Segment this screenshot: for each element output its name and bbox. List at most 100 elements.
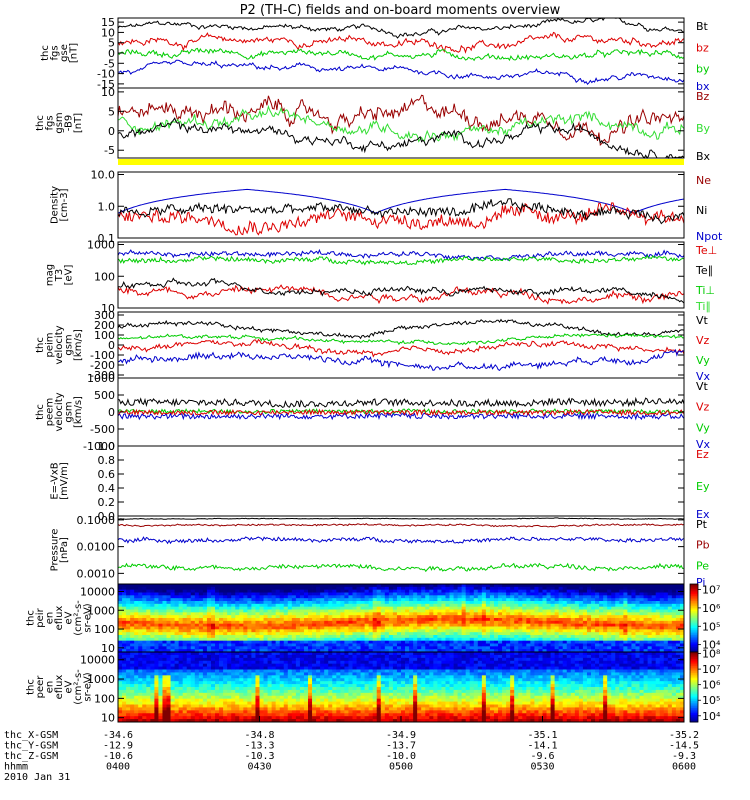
spectrogram-cell <box>441 632 446 636</box>
spectrogram-cell <box>356 635 361 639</box>
spectrogram-cell <box>223 713 228 717</box>
spectrogram-cell <box>558 606 564 610</box>
spectrogram-cell <box>582 601 588 605</box>
spectrogram-cell <box>126 707 131 711</box>
spectrogram-cell <box>518 592 523 596</box>
spectrogram-cell <box>392 609 398 613</box>
spectrogram-cell <box>178 672 184 676</box>
spectrogram-cell <box>186 609 192 613</box>
spectrogram-cell <box>603 629 608 633</box>
spectrogram-cell <box>223 654 228 659</box>
spectrogram-cell <box>550 649 556 653</box>
spectrogram-cell <box>514 601 519 605</box>
spectrogram-cell <box>550 586 556 591</box>
spectrogram-cell <box>287 719 293 723</box>
spectrogram-cell <box>118 681 123 685</box>
spectrogram-cell <box>352 620 357 625</box>
spectrogram-cell <box>586 635 592 639</box>
spectrogram-cell <box>223 635 228 639</box>
spectrogram-cell <box>643 592 649 596</box>
spectrogram-cell <box>320 687 325 691</box>
spectrogram-cell <box>134 637 139 642</box>
spectrogram-cell <box>574 603 580 608</box>
spectrogram-cell <box>162 704 167 708</box>
spectrogram-cell <box>308 695 313 700</box>
spectrogram-cell <box>219 684 224 688</box>
spectrogram-cell <box>510 615 515 619</box>
spectrogram-cell <box>271 640 277 644</box>
spectrogram-cell <box>263 719 268 723</box>
spectrogram-cell <box>364 643 370 647</box>
spectrogram-cell <box>619 603 624 608</box>
spectrogram-cell <box>518 635 523 639</box>
spectrogram-cell <box>647 586 653 591</box>
spectrogram-cell <box>190 643 196 647</box>
spectrogram-cell <box>299 626 305 630</box>
spectrogram-cell <box>562 615 568 619</box>
spectrogram-cell <box>603 609 608 613</box>
spectrogram-cell <box>251 716 256 720</box>
spectrogram-cell <box>182 701 188 705</box>
spectrogram-cell <box>182 663 188 667</box>
spectrogram-cell <box>328 618 333 622</box>
spectrogram-cell <box>437 623 442 627</box>
spectrogram-cell <box>667 586 673 591</box>
spectrogram-cell <box>174 652 180 656</box>
spectrogram-cell <box>445 584 450 588</box>
spectrogram-cell <box>332 595 337 599</box>
spectrogram-cell <box>586 598 592 602</box>
spectrogram-cell <box>344 586 349 591</box>
spectrogram-cell <box>328 592 333 596</box>
spectrogram-cell <box>651 649 657 653</box>
spectrogram-cell <box>251 601 256 605</box>
spectrogram-cell <box>182 698 188 702</box>
spectrogram-cell <box>295 635 301 639</box>
spectrogram-cell <box>429 598 434 602</box>
spectrogram-cell <box>384 640 390 644</box>
spectrogram-cell <box>461 629 467 633</box>
spectrogram-cell <box>198 609 204 613</box>
y-tick-label: 0.0010 <box>77 567 116 580</box>
spectrogram-cell <box>219 601 224 605</box>
spectrogram-cell <box>259 603 264 608</box>
spectrogram-cell <box>421 623 426 627</box>
spectrogram-cell <box>190 719 196 723</box>
spectrogram-cell <box>671 609 677 613</box>
spectrogram-cell <box>150 698 155 702</box>
spectrogram-cell <box>667 589 673 593</box>
spectrogram-cell <box>591 603 596 608</box>
spectrogram-cell <box>202 652 208 656</box>
spectrogram-cell <box>623 612 628 616</box>
spectrogram-cell <box>542 592 547 596</box>
spectrogram-cell <box>308 657 313 662</box>
spectrogram-cell <box>514 618 519 622</box>
spectrogram-cell <box>679 592 685 596</box>
spectrogram-cell <box>316 692 321 697</box>
spectrogram-cell <box>275 629 281 633</box>
spectrogram-cell <box>166 623 171 627</box>
spectrogram-cell <box>647 595 653 599</box>
spectrogram-cell <box>603 637 608 642</box>
spectrogram-cell <box>174 598 180 602</box>
spectrogram-cell <box>170 654 175 659</box>
series-line-temp-2 <box>117 284 685 305</box>
spectrogram-cell <box>299 635 305 639</box>
spectrogram-cell <box>651 589 657 593</box>
spectrogram-cell <box>287 649 293 653</box>
spectrogram-cell <box>582 626 588 630</box>
spectrogram-cell <box>299 716 305 720</box>
spectrogram-cell <box>308 584 313 588</box>
legend-peem_v-2: Vy <box>696 421 710 434</box>
spectrogram-cell <box>429 615 434 619</box>
spectrogram-cell <box>166 586 171 591</box>
spectrogram-cell <box>611 632 616 636</box>
spectrogram-cell <box>558 601 564 605</box>
spectrogram-cell <box>303 595 309 599</box>
spectrogram-cell <box>473 632 479 636</box>
spectrogram-cell <box>534 592 539 596</box>
spectrogram-cell <box>194 635 200 639</box>
spectrogram-cell <box>231 609 236 613</box>
spectrogram-cell <box>308 646 313 650</box>
spectrogram-cell <box>287 660 293 665</box>
